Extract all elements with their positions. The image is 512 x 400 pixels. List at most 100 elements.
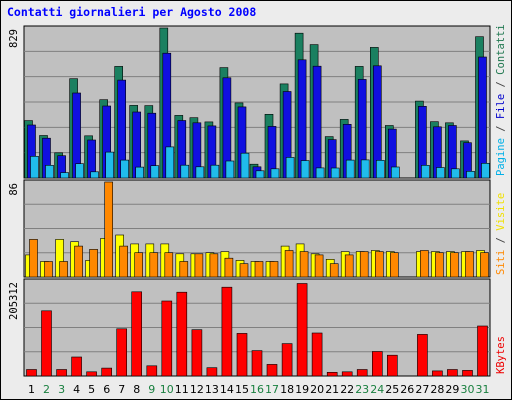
bar-pages-pagine-day-6 (105, 151, 114, 179)
bar-kbytes-kbytes-day-8 (131, 291, 142, 377)
x-tick-label: 26 (400, 383, 414, 396)
bar-pages-pagine-day-19 (300, 160, 310, 179)
x-tick-label: 20 (310, 383, 324, 396)
x-tick-label: 2 (43, 383, 50, 396)
bar-pages-pagine-day-31 (481, 163, 490, 179)
x-tick-label: 28 (430, 383, 444, 396)
x-tick-label: 18 (280, 383, 294, 396)
bar-kbytes-kbytes-day-13 (206, 367, 218, 377)
bar-kbytes-kbytes-day-14 (221, 286, 233, 377)
bar-visits-siti-day-6 (104, 181, 113, 278)
bar-pages-file-day-20 (312, 65, 322, 179)
bar-kbytes-kbytes-day-2 (41, 310, 52, 377)
bar-pages-pagine-day-29 (451, 168, 460, 179)
bar-pages-pagine-day-4 (75, 163, 84, 179)
bar-visits-siti-day-10 (164, 252, 174, 278)
bar-kbytes-kbytes-day-3 (56, 369, 67, 377)
legend-entry: / (495, 75, 507, 94)
bar-pages-file-day-19 (297, 59, 307, 179)
bar-pages-pagine-day-16 (255, 170, 265, 179)
bar-visits-siti-day-19 (299, 251, 309, 278)
chart-title: Contatti giornalieri per Agosto 2008 (7, 5, 256, 19)
bar-pages-pagine-day-27 (421, 165, 430, 179)
bar-pages-pagine-day-25 (390, 166, 400, 179)
bar-kbytes-kbytes-day-6 (101, 367, 112, 377)
bar-kbytes-kbytes-day-11 (176, 291, 188, 377)
bar-visits-siti-day-9 (149, 252, 159, 278)
bar-kbytes-kbytes-day-1 (26, 369, 37, 377)
bar-pages-pagine-day-20 (315, 167, 325, 179)
bar-pages-pagine-day-8 (135, 166, 144, 179)
x-tick-label: 16 (250, 383, 264, 396)
legend-entry: File (495, 94, 507, 119)
bar-kbytes-kbytes-day-17 (266, 364, 278, 377)
x-tick-label: 17 (265, 383, 279, 396)
bar-kbytes-kbytes-day-20 (311, 332, 323, 377)
bar-visits-siti-day-16 (254, 261, 264, 278)
x-tick-label: 8 (133, 383, 140, 396)
bar-visits-siti-day-3 (59, 261, 68, 278)
bar-kbytes-kbytes-day-9 (146, 365, 158, 377)
x-tick-label: 5 (88, 383, 95, 396)
bar-kbytes-kbytes-day-27 (417, 334, 428, 377)
panel-kbytes: 205312 KBytes (8, 278, 507, 377)
bar-pages-pagine-day-24 (375, 160, 385, 179)
bar-pages-pagine-day-30 (466, 171, 475, 179)
bar-visits-siti-day-2 (44, 261, 53, 278)
x-tick-label: 4 (73, 383, 80, 396)
bar-kbytes-kbytes-day-24 (371, 351, 383, 377)
bar-visits-siti-day-23 (359, 251, 369, 278)
bar-kbytes-kbytes-day-21 (326, 371, 338, 377)
bar-pages-file-day-31 (478, 56, 487, 179)
legend-pages: Pagine / File / Contatti (495, 24, 507, 176)
bar-kbytes-kbytes-day-28 (432, 370, 443, 377)
bar-pages-pagine-day-12 (195, 166, 205, 179)
bar-pages-pagine-day-7 (120, 159, 129, 179)
panel-visits: 86 Siti / Visite (8, 179, 507, 278)
bar-visits-siti-day-1 (29, 239, 38, 278)
bar-visits-siti-day-8 (134, 252, 143, 278)
bar-visits-siti-day-17 (269, 261, 279, 278)
x-tick-label: 19 (295, 383, 309, 396)
bar-visits-siti-day-7 (119, 245, 128, 278)
x-tick-label: 9 (148, 383, 155, 396)
legend-entry: KBytes (495, 336, 507, 374)
bar-kbytes-kbytes-day-16 (251, 350, 263, 377)
bar-pages-pagine-day-9 (150, 165, 160, 179)
bar-kbytes-kbytes-day-18 (281, 343, 293, 377)
bar-pages-pagine-day-28 (436, 167, 445, 179)
bar-visits-siti-day-12 (194, 253, 204, 278)
bar-visits-siti-day-11 (179, 261, 189, 278)
bar-pages-pagine-day-1 (30, 156, 39, 179)
bar-kbytes-kbytes-day-10 (161, 300, 173, 377)
bar-kbytes-kbytes-day-22 (341, 371, 353, 377)
bar-kbytes-kbytes-day-31 (477, 325, 488, 377)
bar-visits-siti-day-31 (480, 252, 489, 278)
bar-pages-pagine-day-21 (330, 167, 340, 179)
panel-pages: 829 Pagine / File / Contatti (8, 24, 507, 179)
bar-visits-siti-day-22 (344, 254, 354, 278)
x-tick-label: 14 (220, 383, 234, 396)
bar-visits-siti-day-28 (435, 252, 444, 278)
x-tick-label: 23 (355, 383, 369, 396)
bar-visits-siti-day-30 (465, 251, 474, 278)
legend-entry: / (495, 119, 507, 138)
bar-pages-pagine-day-14 (225, 160, 235, 179)
x-tick-label: 29 (445, 383, 459, 396)
bar-visits-siti-day-20 (314, 254, 324, 278)
x-tick-label: 7 (118, 383, 125, 396)
x-tick-label: 12 (190, 383, 204, 396)
bar-pages-pagine-day-5 (90, 171, 99, 179)
bar-pages-pagine-day-15 (240, 152, 250, 179)
legend-kbytes: KBytes (495, 336, 507, 374)
bar-kbytes-kbytes-day-29 (447, 369, 458, 377)
bar-pages-pagine-day-10 (165, 146, 175, 179)
bar-pages-pagine-day-17 (270, 168, 280, 179)
x-tick-label: 11 (175, 383, 189, 396)
bar-visits-siti-day-21 (329, 263, 339, 278)
bar-visits-siti-day-24 (374, 251, 384, 278)
legend-entry: Visite (495, 193, 507, 231)
x-tick-label: 3 (58, 383, 65, 396)
x-tick-label: 22 (340, 383, 354, 396)
